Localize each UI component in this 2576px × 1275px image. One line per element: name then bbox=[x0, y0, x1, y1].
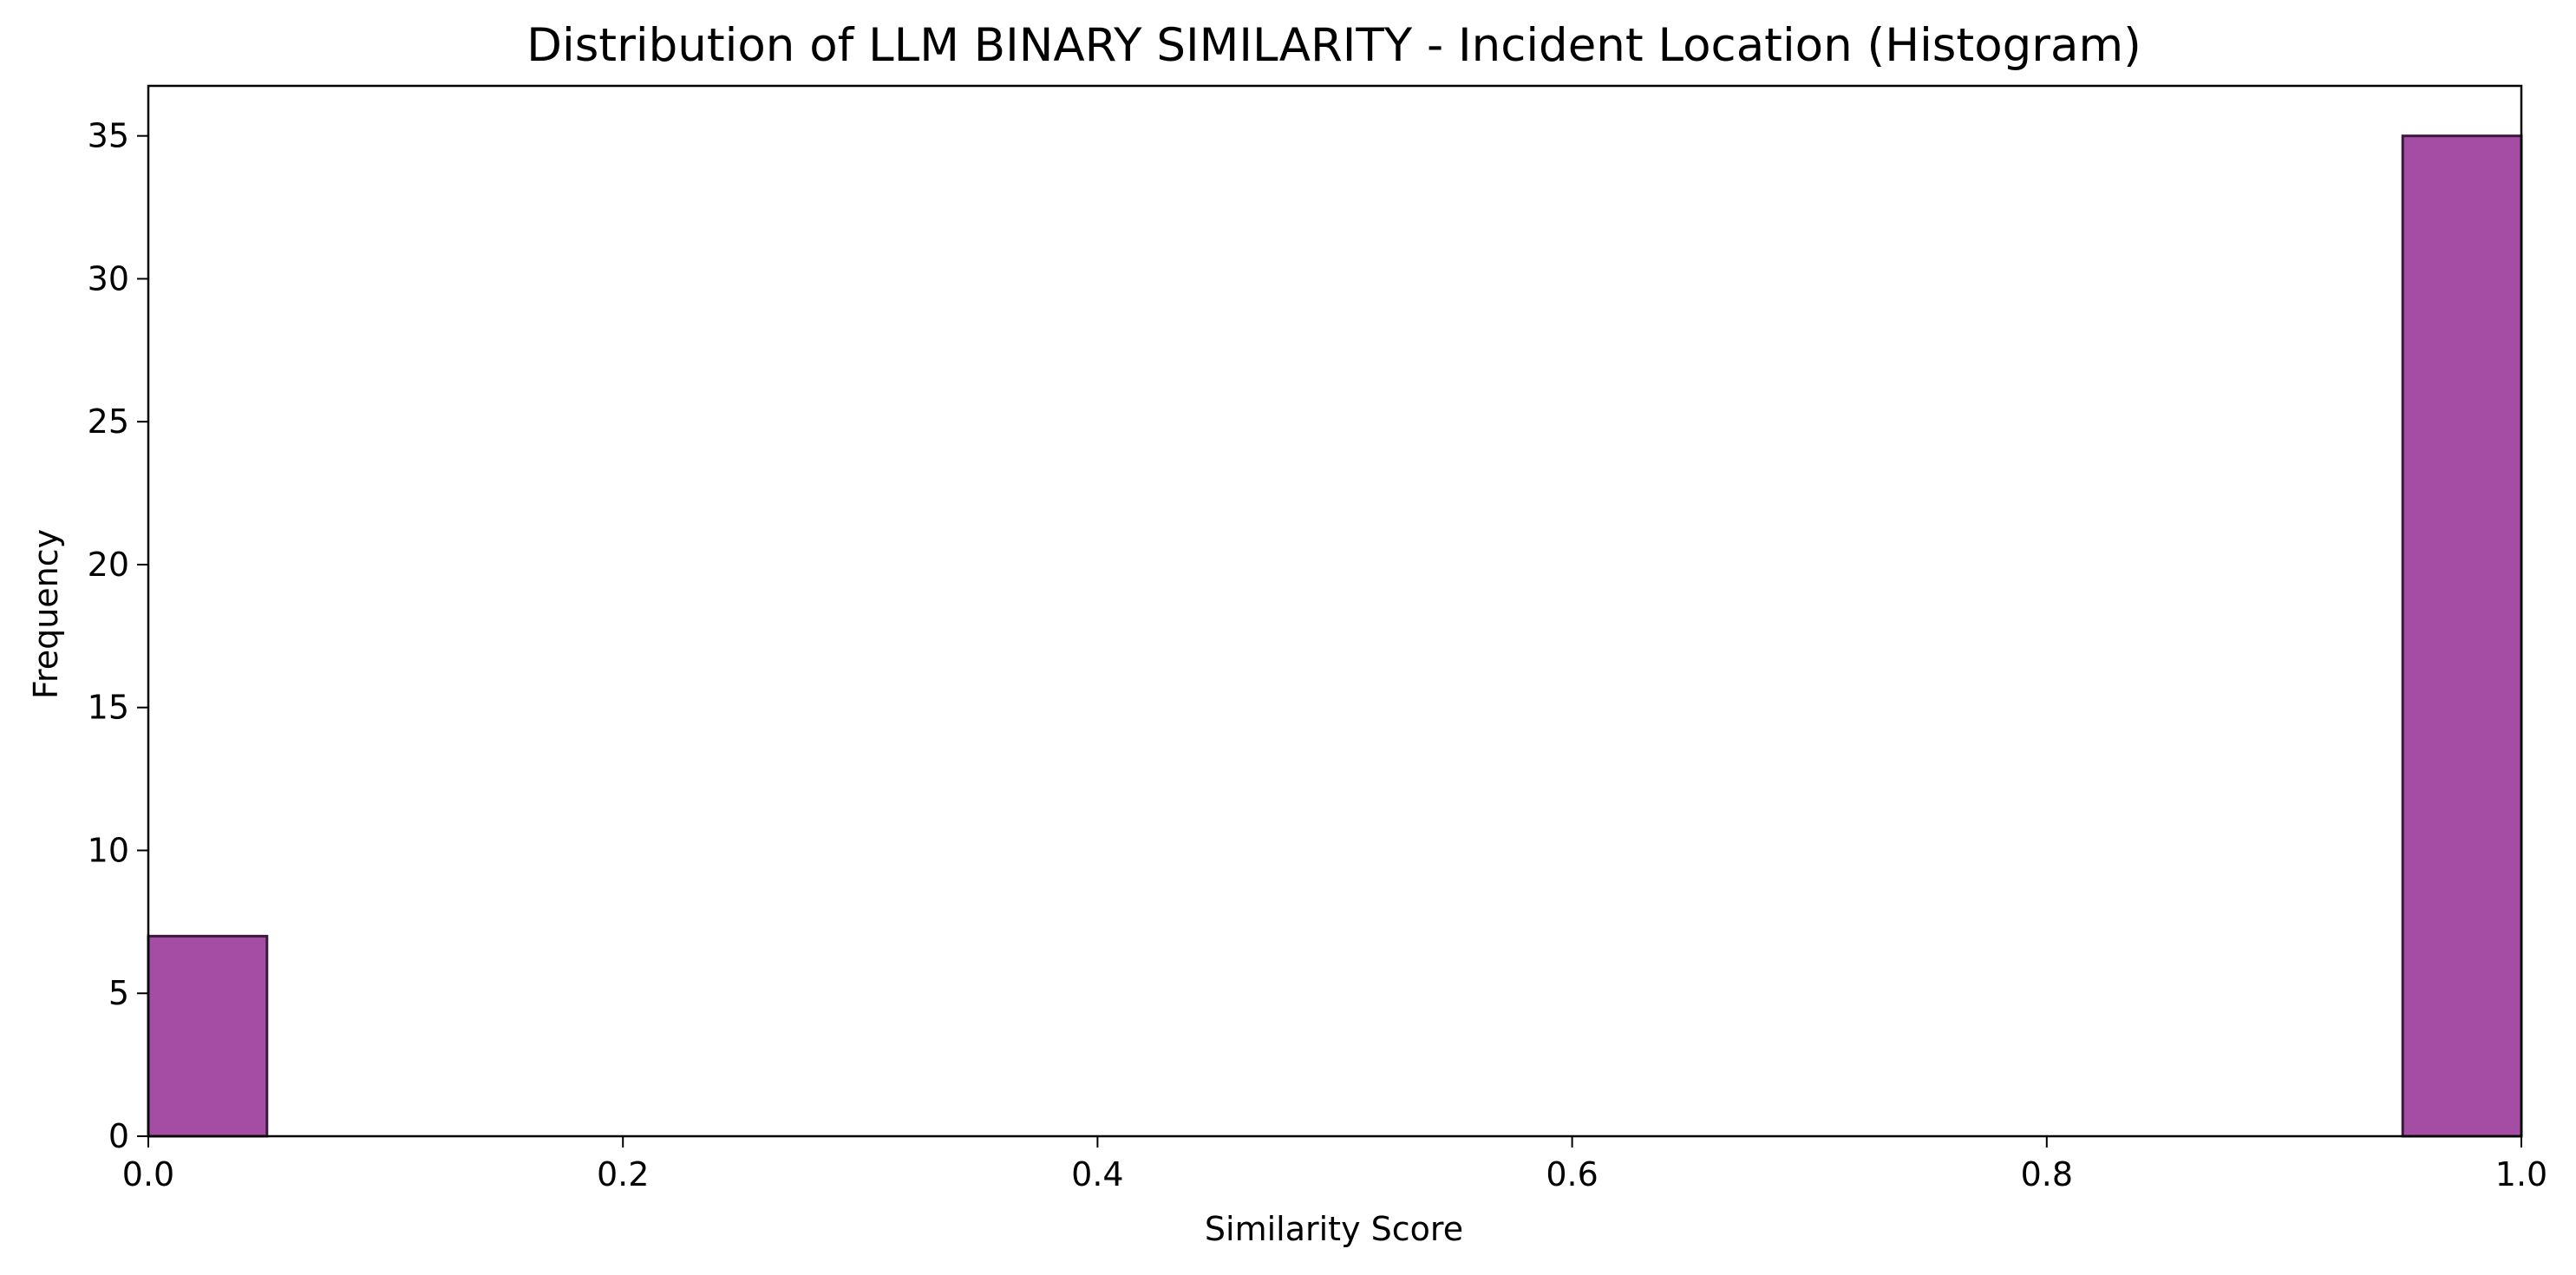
y-tick-label-6: 30 bbox=[88, 259, 129, 298]
histogram-bar-0 bbox=[147, 934, 269, 1138]
x-tick-label-2: 0.4 bbox=[1071, 1155, 1123, 1193]
chart-title: Distribution of LLM BINARY SIMILARITY - … bbox=[526, 19, 2141, 72]
plot-frame bbox=[147, 84, 2523, 1138]
x-tick-label-1: 0.2 bbox=[597, 1155, 649, 1193]
histogram-bar-1 bbox=[2401, 134, 2523, 1138]
y-tick-label-1: 5 bbox=[108, 974, 129, 1012]
y-tick-label-4: 20 bbox=[88, 546, 129, 584]
y-tick-label-3: 15 bbox=[88, 689, 129, 727]
bars-group bbox=[147, 134, 2523, 1138]
y-tick-label-2: 10 bbox=[88, 831, 129, 869]
y-axis-ticks: 0 5 10 15 20 25 30 35 bbox=[88, 117, 148, 1155]
x-tick-label-4: 0.8 bbox=[2021, 1155, 2073, 1193]
y-axis-label: Frequency bbox=[27, 529, 65, 699]
x-axis-label: Similarity Score bbox=[1205, 1210, 1463, 1248]
x-axis-ticks: 0.0 0.2 0.4 0.6 0.8 1.0 bbox=[122, 1136, 2547, 1193]
y-tick-label-0: 0 bbox=[108, 1117, 129, 1155]
y-tick-label-7: 35 bbox=[88, 117, 129, 155]
y-tick-label-5: 25 bbox=[88, 402, 129, 441]
x-tick-label-3: 0.6 bbox=[1546, 1155, 1598, 1193]
x-tick-label-5: 1.0 bbox=[2495, 1155, 2547, 1193]
x-tick-label-0: 0.0 bbox=[122, 1155, 174, 1193]
